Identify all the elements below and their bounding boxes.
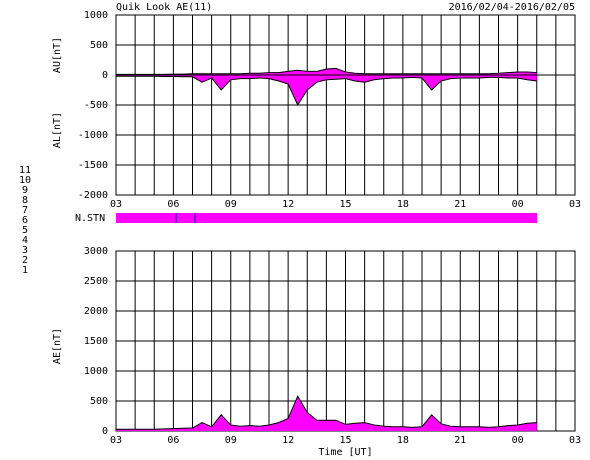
y-tick-label: -1500 — [78, 160, 108, 171]
y-tick-label: -1000 — [78, 130, 108, 141]
y-tick-label: 1000 — [84, 10, 108, 21]
y-tick-label: 1500 — [84, 336, 108, 347]
x-tick-label: 21 — [454, 435, 466, 446]
y-tick-label: -2000 — [78, 190, 108, 201]
date-range: 2016/02/04-2016/02/05 — [449, 2, 575, 13]
x-tick-label: 06 — [167, 199, 179, 210]
y-tick-label: 500 — [90, 40, 108, 51]
area-fill — [116, 75, 537, 105]
area-fill — [116, 68, 537, 75]
station-legend-entry: 5 — [22, 225, 28, 236]
y-tick-label: 3000 — [84, 246, 108, 257]
y-axis-label: AL[nT] — [52, 112, 63, 148]
y-axis-label: AU[nT] — [52, 37, 63, 73]
page-title: Quik Look AE(11) — [116, 2, 212, 13]
station-legend-entry: 10 — [19, 175, 31, 186]
station-legend-entry: 6 — [22, 215, 28, 226]
plot-frame — [115, 14, 576, 196]
x-tick-label: 03 — [110, 435, 122, 446]
x-tick-label: 09 — [225, 435, 237, 446]
area-line — [116, 67, 537, 75]
y-tick-label: 2000 — [84, 306, 108, 317]
station-legend-entry: 4 — [22, 235, 28, 246]
station-bar — [116, 213, 537, 223]
y-tick-label: 2500 — [84, 276, 108, 287]
x-tick-label: 09 — [225, 199, 237, 210]
x-tick-label: 03 — [569, 435, 581, 446]
y-tick-label: 500 — [90, 396, 108, 407]
x-tick-label: 12 — [282, 435, 294, 446]
station-legend-entry: 8 — [22, 195, 28, 206]
x-axis-label: Time [UT] — [318, 447, 372, 458]
station-legend-entry: 3 — [22, 245, 28, 256]
y-tick-label: 0 — [102, 426, 108, 437]
station-legend-entry: 2 — [22, 255, 28, 266]
x-tick-label: 15 — [339, 435, 351, 446]
x-tick-label: 00 — [512, 435, 524, 446]
x-tick-label: 15 — [339, 199, 351, 210]
area-line — [116, 75, 537, 107]
y-tick-label: 1000 — [84, 366, 108, 377]
x-tick-label: 03 — [569, 199, 581, 210]
station-legend-entry: 1 — [22, 265, 28, 276]
station-legend-entry: 9 — [22, 185, 28, 196]
x-tick-label: 12 — [282, 199, 294, 210]
x-tick-label: 00 — [512, 199, 524, 210]
y-tick-label: -500 — [84, 100, 108, 111]
area-line — [116, 395, 537, 430]
y-axis-label: AE[nT] — [52, 328, 63, 364]
x-tick-label: 21 — [454, 199, 466, 210]
y-tick-label: 0 — [102, 70, 108, 81]
station-legend-entry: 7 — [22, 205, 28, 216]
x-tick-label: 18 — [397, 435, 409, 446]
station-label: N.STN — [75, 213, 105, 224]
x-tick-label: 06 — [167, 435, 179, 446]
x-tick-label: 18 — [397, 199, 409, 210]
area-fill — [116, 396, 537, 431]
station-legend-entry: 11 — [19, 165, 31, 176]
x-tick-label: 03 — [110, 199, 122, 210]
